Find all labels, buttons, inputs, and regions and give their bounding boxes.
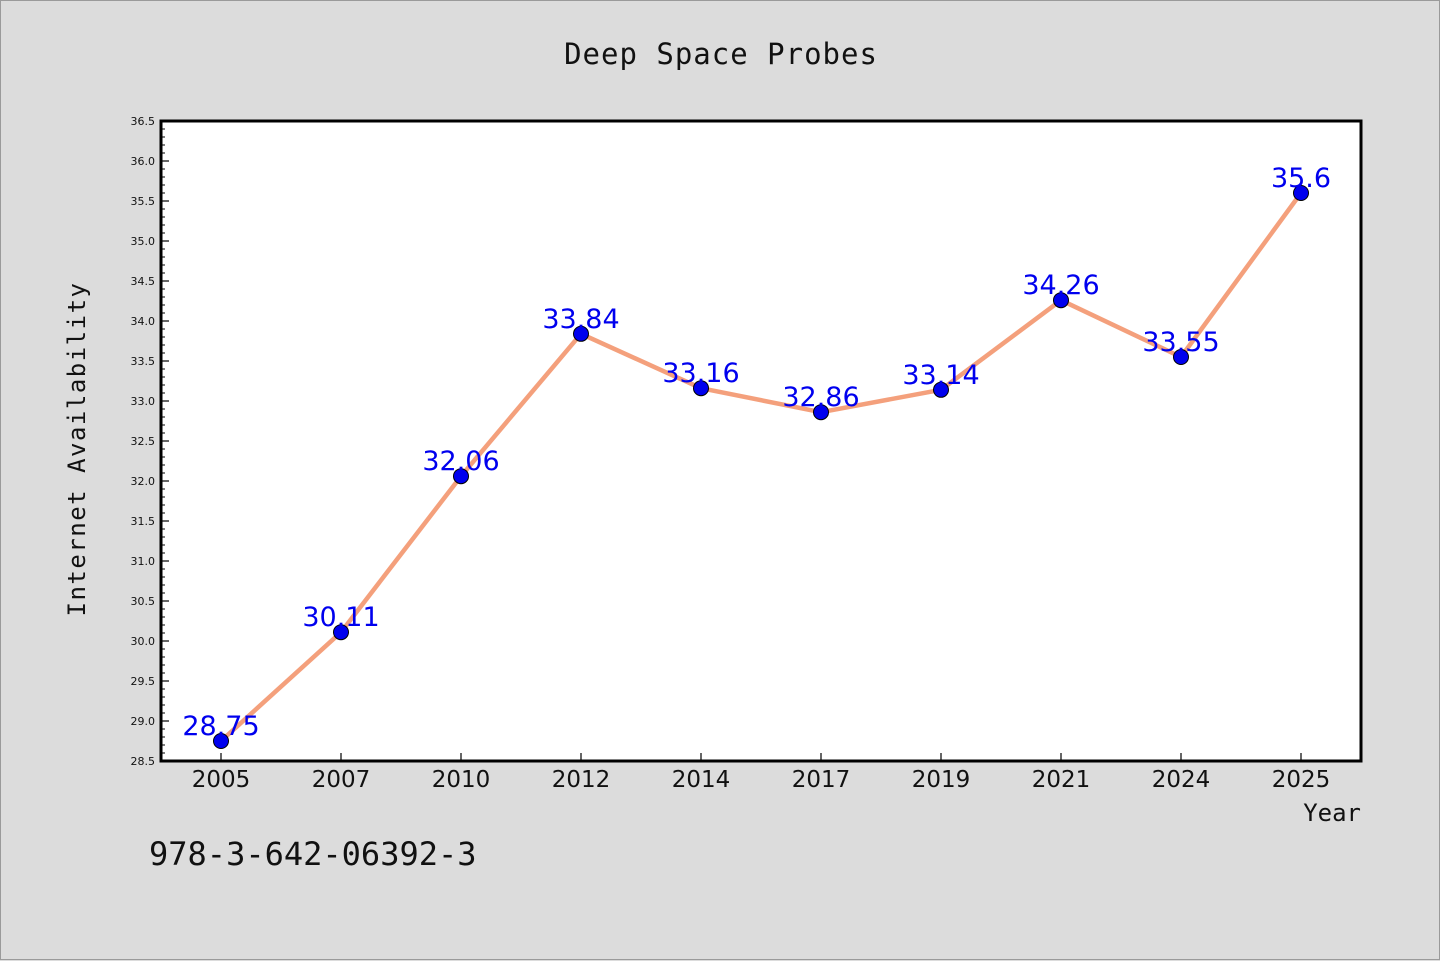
y-tick-label: 30.0 [131, 635, 156, 648]
y-axis: 28.5 29.0 29.5 30.0 30.5 31.0 31.5 32.0 32.5 33.0… [131, 115, 169, 768]
data-label: 30.11 [302, 602, 379, 633]
y-tick-label: 36.0 [131, 155, 156, 168]
data-point [453, 468, 469, 485]
data-point [1293, 185, 1309, 201]
data-point [1173, 349, 1189, 365]
y-tick-label: 30.5 [131, 595, 156, 608]
y-tick-label: 35.0 [131, 235, 156, 248]
y-tick-label: 36.5 [131, 115, 156, 128]
data-label: 32.06 [422, 446, 499, 477]
data-point [333, 624, 349, 641]
data-label: 28.75 [182, 711, 259, 742]
isbn-text: 978-3-642-06392-3 [149, 835, 477, 873]
x-tick-label: 2010 [432, 767, 491, 793]
y-tick-label: 35.5 [131, 195, 156, 208]
y-tick-label: 33.0 [131, 395, 156, 408]
y-tick-label: 32.0 [131, 475, 156, 488]
data-label: 34.26 [1022, 270, 1099, 301]
series-layer [213, 185, 1309, 749]
data-point [1053, 292, 1069, 309]
chart-title: Deep Space Probes [564, 37, 878, 71]
y-tick-label: 29.5 [131, 675, 156, 688]
y-tick-label: 33.5 [131, 355, 156, 368]
x-tick-label: 2025 [1272, 767, 1331, 793]
x-axis-label: Year [1303, 799, 1361, 827]
x-tick-label: 2024 [1152, 767, 1211, 793]
x-tick-label: 2005 [192, 767, 251, 793]
x-tick-label: 2014 [672, 767, 731, 793]
y-tick-label: 34.5 [131, 275, 156, 288]
data-label: 33.16 [662, 358, 739, 389]
x-tick-label: 2012 [552, 767, 611, 793]
data-point [813, 404, 829, 421]
data-labels: 28.75 30.11 32.06 33.84 33.16 32.86 33.14 34.26… [182, 163, 1331, 742]
series-line [219, 191, 1303, 743]
y-tick-label: 29.0 [131, 715, 156, 728]
data-point [693, 380, 709, 397]
y-tick-label: 32.5 [131, 435, 156, 448]
data-label: 32.86 [782, 382, 859, 413]
x-tick-label: 2017 [792, 767, 851, 793]
x-tick-label: 2021 [1032, 767, 1091, 793]
data-label: 33.84 [542, 304, 619, 335]
data-point [933, 381, 949, 398]
plot-area [159, 119, 1363, 763]
y-tick-label: 31.0 [131, 555, 156, 568]
y-axis-label: Internet Availability [63, 282, 91, 617]
data-point [213, 733, 229, 749]
y-tick-label: 28.5 [131, 755, 156, 768]
data-label: 33.55 [1142, 327, 1219, 358]
data-label: 35.6 [1271, 163, 1331, 194]
x-axis: 2005 2007 2010 2012 2014 2017 2019 2021 2024 2025 [192, 753, 1331, 793]
data-point [573, 325, 589, 342]
x-tick-label: 2019 [912, 767, 971, 793]
y-tick-label: 34.0 [131, 315, 156, 328]
y-tick-label: 31.5 [131, 515, 156, 528]
x-tick-label: 2007 [312, 767, 371, 793]
data-label: 33.14 [902, 360, 979, 391]
